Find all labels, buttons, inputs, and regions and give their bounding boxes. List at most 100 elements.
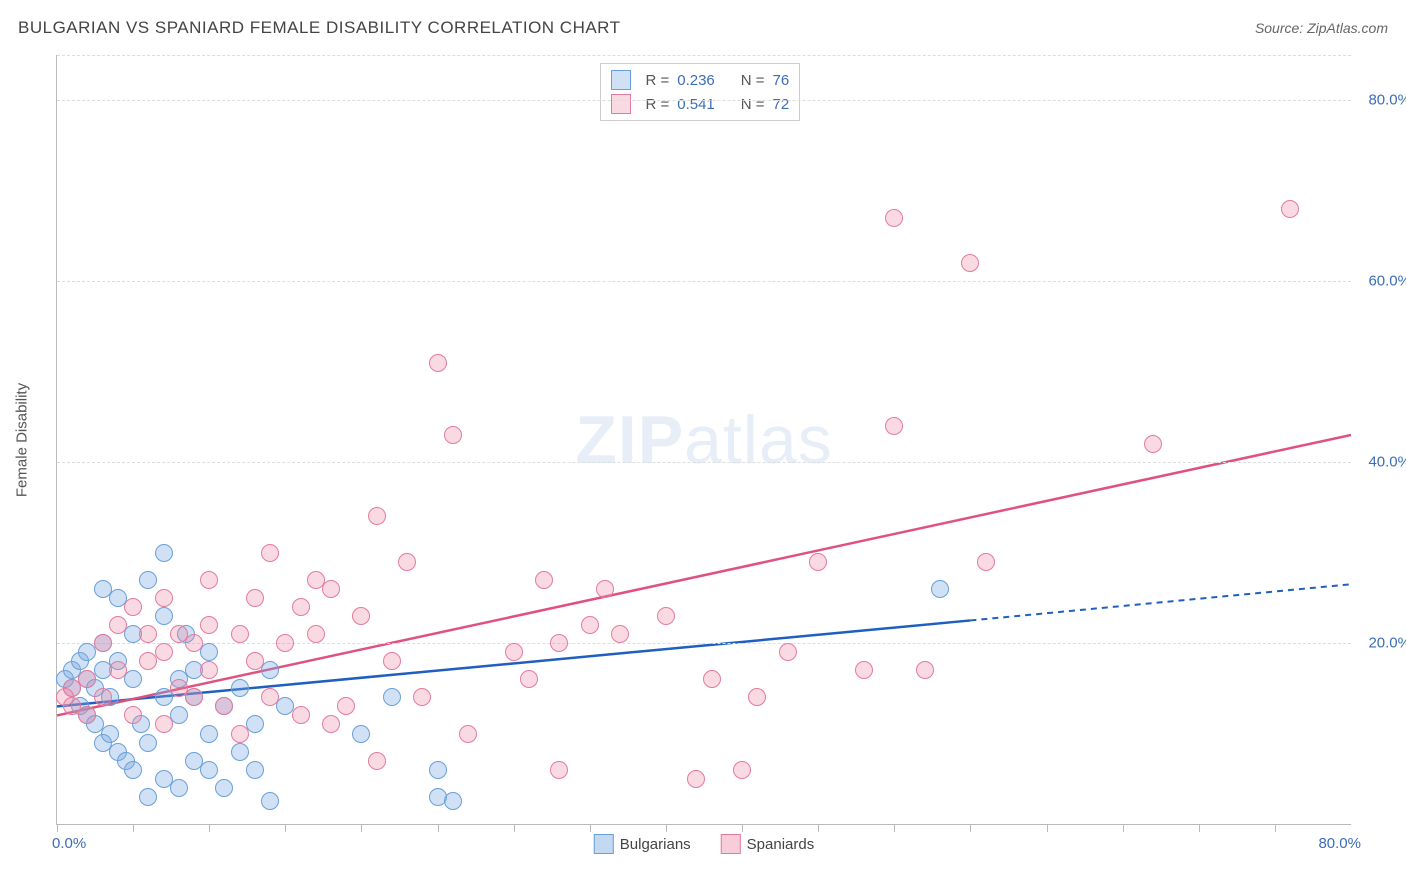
scatter-point <box>779 643 797 661</box>
scatter-point <box>352 725 370 743</box>
scatter-point <box>261 688 279 706</box>
chart-title: BULGARIAN VS SPANIARD FEMALE DISABILITY … <box>18 18 621 38</box>
x-tick <box>1199 824 1200 832</box>
scatter-point <box>261 544 279 562</box>
stats-r-value: 0.236 <box>677 72 715 89</box>
scatter-point <box>292 706 310 724</box>
x-tick <box>666 824 667 832</box>
gridline-h <box>57 462 1351 463</box>
scatter-point <box>459 725 477 743</box>
scatter-point <box>200 761 218 779</box>
scatter-point <box>429 354 447 372</box>
scatter-point <box>1144 435 1162 453</box>
scatter-point <box>231 743 249 761</box>
scatter-point <box>246 715 264 733</box>
scatter-point <box>368 507 386 525</box>
scatter-point <box>657 607 675 625</box>
scatter-point <box>215 779 233 797</box>
scatter-point <box>78 670 96 688</box>
scatter-point <box>200 571 218 589</box>
scatter-point <box>961 254 979 272</box>
scatter-point <box>398 553 416 571</box>
x-tick <box>1275 824 1276 832</box>
scatter-point <box>200 661 218 679</box>
scatter-point <box>307 625 325 643</box>
stats-r-value: 0.541 <box>677 96 715 113</box>
scatter-point <box>170 779 188 797</box>
scatter-point <box>977 553 995 571</box>
scatter-point <box>101 725 119 743</box>
scatter-point <box>581 616 599 634</box>
gridline-h <box>57 100 1351 101</box>
stats-r-label: R = <box>645 96 669 113</box>
source-label: Source: ZipAtlas.com <box>1255 20 1388 36</box>
x-max-label: 80.0% <box>1318 835 1361 852</box>
x-tick <box>818 824 819 832</box>
x-tick <box>209 824 210 832</box>
scatter-point <box>855 661 873 679</box>
y-tick-label: 60.0% <box>1356 273 1406 290</box>
scatter-point <box>185 634 203 652</box>
stats-n-value: 72 <box>773 96 790 113</box>
scatter-point <box>505 643 523 661</box>
scatter-point <box>931 580 949 598</box>
legend-item: Spaniards <box>721 834 815 854</box>
scatter-point <box>139 734 157 752</box>
scatter-point <box>261 661 279 679</box>
stats-n-label: N = <box>741 96 765 113</box>
scatter-point <box>94 634 112 652</box>
stats-row: R = 0.236 N = 76 <box>611 68 789 92</box>
scatter-point <box>139 788 157 806</box>
gridline-h <box>57 643 1351 644</box>
scatter-point <box>535 571 553 589</box>
x-tick <box>1047 824 1048 832</box>
x-tick <box>1123 824 1124 832</box>
scatter-point <box>322 715 340 733</box>
x-tick <box>285 824 286 832</box>
stats-box: R = 0.236 N = 76 R = 0.541 N = 72 <box>600 63 800 121</box>
legend-swatch <box>594 834 614 854</box>
scatter-point <box>444 426 462 444</box>
y-tick-label: 80.0% <box>1356 92 1406 109</box>
scatter-point <box>200 616 218 634</box>
scatter-point <box>124 670 142 688</box>
scatter-point <box>155 589 173 607</box>
scatter-point <box>611 625 629 643</box>
x-tick <box>361 824 362 832</box>
scatter-point <box>413 688 431 706</box>
scatter-point <box>139 571 157 589</box>
plot-area: Female Disability ZIPatlas R =0.236N =76… <box>56 55 1351 825</box>
scatter-point <box>383 652 401 670</box>
stats-r-label: R = <box>645 72 669 89</box>
stats-row: R = 0.541 N = 72 <box>611 92 789 116</box>
gridline-h <box>57 281 1351 282</box>
scatter-point <box>155 715 173 733</box>
x-tick <box>894 824 895 832</box>
x-tick <box>742 824 743 832</box>
scatter-point <box>520 670 538 688</box>
x-tick <box>438 824 439 832</box>
y-tick-label: 20.0% <box>1356 635 1406 652</box>
scatter-point <box>916 661 934 679</box>
scatter-point <box>276 634 294 652</box>
scatter-point <box>368 752 386 770</box>
scatter-point <box>748 688 766 706</box>
scatter-point <box>124 706 142 724</box>
scatter-point <box>124 761 142 779</box>
scatter-point <box>246 589 264 607</box>
scatter-point <box>109 661 127 679</box>
scatter-point <box>155 544 173 562</box>
stats-n-value: 76 <box>773 72 790 89</box>
scatter-point <box>1281 200 1299 218</box>
stats-n-label: N = <box>741 72 765 89</box>
stats-swatch <box>611 70 631 90</box>
scatter-point <box>809 553 827 571</box>
scatter-point <box>155 643 173 661</box>
scatter-point <box>383 688 401 706</box>
legend-label: Spaniards <box>747 836 815 853</box>
scatter-point <box>246 761 264 779</box>
scatter-point <box>733 761 751 779</box>
x-tick <box>57 824 58 832</box>
scatter-point <box>550 761 568 779</box>
scatter-point <box>246 652 264 670</box>
